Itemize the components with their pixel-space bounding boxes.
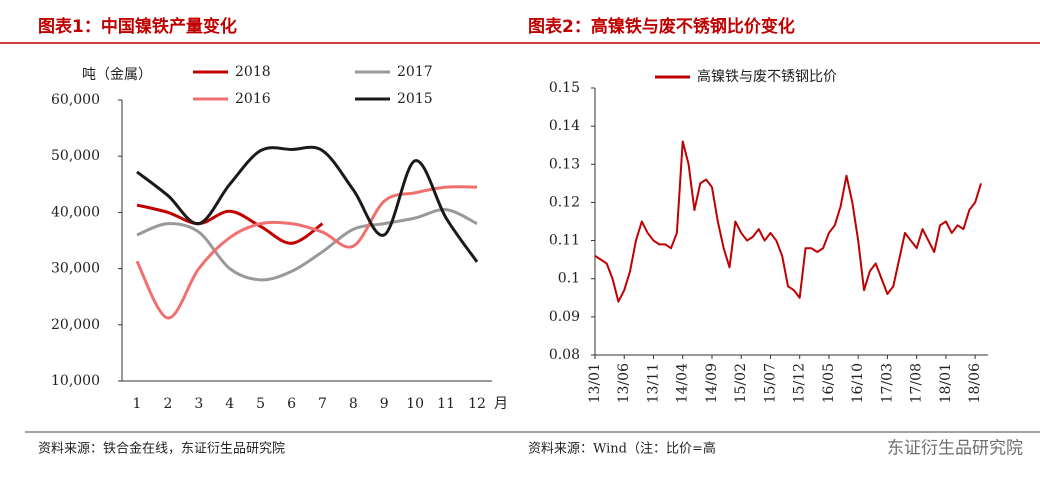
source-note: 资料来源：Wind（注：比价=高 (528, 441, 716, 457)
legend-label: 2015 (397, 91, 433, 107)
x-tick-label: 17/08 (909, 363, 925, 403)
x-tick-label: 4 (225, 396, 234, 412)
legend-label: 2016 (235, 91, 271, 107)
x-tick-label: 12 (468, 396, 486, 412)
x-tick-label: 13/01 (587, 363, 603, 403)
x-tick-label: 3 (194, 396, 203, 412)
x-tick-label: 18/06 (967, 363, 983, 403)
series-line (594, 140, 982, 303)
x-tick-label: 11 (437, 396, 455, 412)
x-tick-label: 14/09 (704, 363, 720, 403)
x-tick-label: 6 (287, 396, 296, 412)
x-tick-label: 15/12 (792, 363, 808, 403)
y-tick-label: 40,000 (51, 204, 100, 220)
x-tick-label: 18/01 (938, 363, 954, 403)
y-tick-label: 0.11 (549, 233, 580, 249)
y-tick-label: 50,000 (51, 148, 100, 164)
chart-title: 图表1：中国镍铁产量变化 (38, 16, 237, 37)
x-tick-label: 13/06 (616, 363, 632, 403)
x-tick-label: 17/03 (879, 363, 895, 403)
x-tick-label: 8 (349, 396, 358, 412)
legend-label: 2018 (235, 64, 271, 80)
y-tick-label: 0.14 (549, 118, 580, 134)
x-tick-label: 10 (406, 396, 424, 412)
y-tick-label: 0.13 (549, 156, 580, 172)
y-tick-label: 0.08 (549, 347, 580, 363)
x-tick-label: 1 (133, 396, 142, 412)
x-tick-label: 2 (163, 396, 172, 412)
x-unit: 月 (494, 396, 508, 412)
x-tick-label: 13/11 (645, 363, 661, 403)
y-label: 吨（金属） (82, 67, 152, 83)
x-tick-label: 9 (380, 396, 389, 412)
y-tick-label: 10,000 (51, 373, 100, 389)
y-tick-label: 20,000 (51, 317, 100, 333)
series-line (136, 145, 479, 263)
y-tick-label: 60,000 (51, 92, 100, 108)
series-line (136, 208, 478, 282)
x-tick-label: 14/04 (675, 363, 691, 403)
y-tick-label: 30,000 (51, 261, 100, 277)
y-tick-label: 0.1 (558, 271, 580, 287)
legend-label: 2017 (397, 64, 433, 80)
x-tick-label: 16/05 (821, 363, 837, 403)
x-tick-label: 15/07 (762, 363, 778, 403)
source-note: 资料来源：铁合金在线，东证衍生品研究院 (38, 441, 285, 457)
x-tick-label: 5 (256, 396, 265, 412)
watermark: 东证衍生品研究院 (887, 439, 1023, 459)
x-tick-label: 15/02 (733, 363, 749, 403)
legend-label: 高镍铁与废不锈钢比价 (697, 68, 837, 85)
y-tick-label: 0.12 (549, 194, 580, 210)
x-tick-label: 16/10 (850, 363, 866, 403)
series-line (136, 203, 324, 245)
x-tick-label: 7 (318, 396, 327, 412)
series-line (135, 185, 478, 320)
y-tick-label: 0.09 (549, 309, 580, 325)
y-tick-label: 0.15 (549, 80, 580, 96)
chart-title: 图表2：高镍铁与废不锈钢比价变化 (528, 16, 795, 37)
